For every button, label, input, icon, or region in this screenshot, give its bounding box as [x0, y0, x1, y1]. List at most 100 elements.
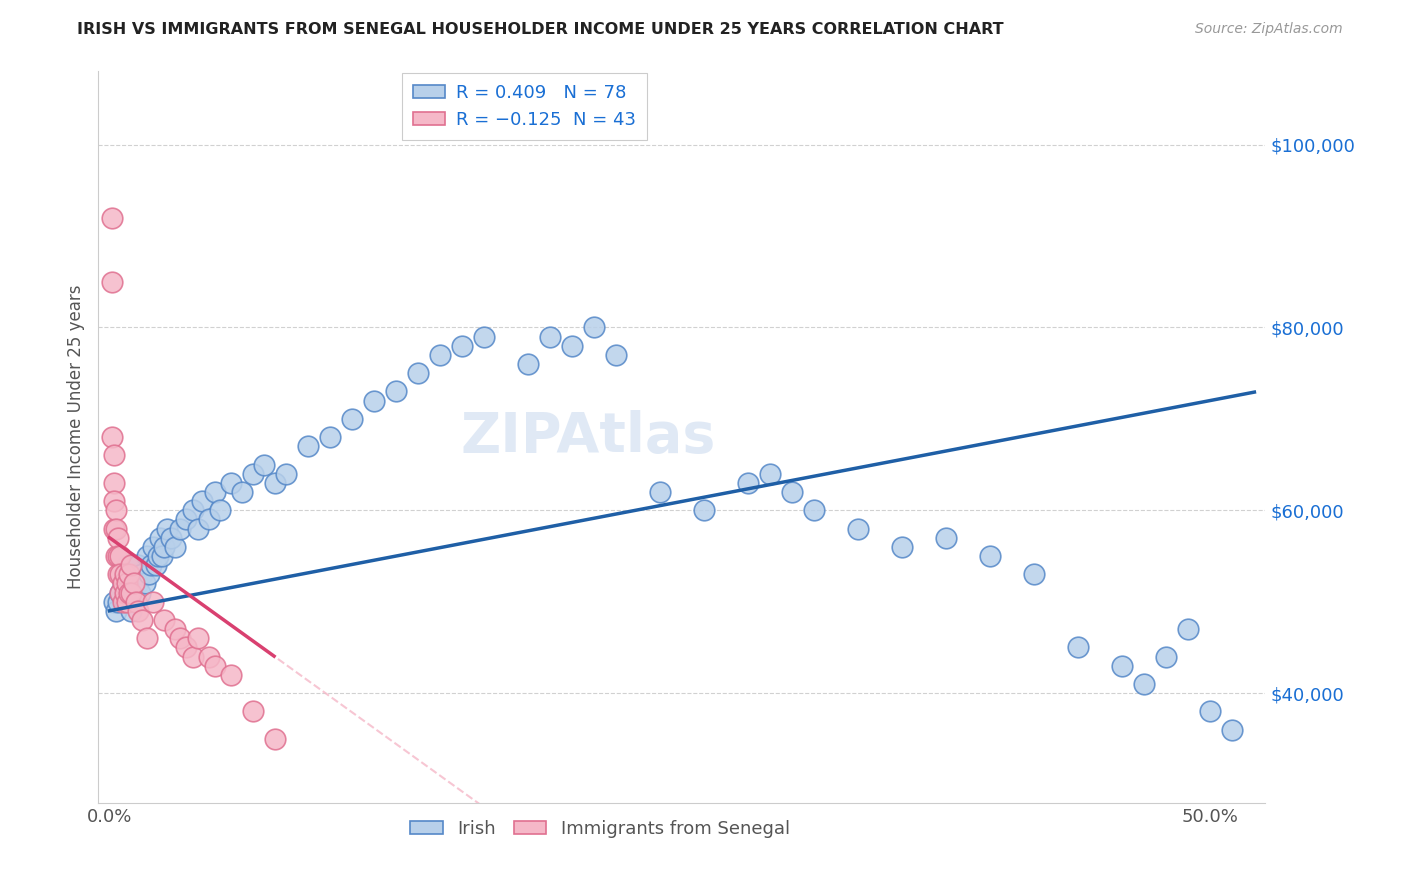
- Point: [127, 558, 149, 573]
- Point: [759, 467, 782, 481]
- Point: [297, 439, 319, 453]
- Point: [110, 585, 132, 599]
- Point: [181, 503, 204, 517]
- Point: [110, 585, 132, 599]
- Point: [1177, 622, 1199, 636]
- Point: [191, 494, 214, 508]
- Point: [242, 704, 264, 718]
- Point: [107, 594, 129, 608]
- Point: [135, 549, 157, 563]
- Point: [803, 503, 825, 517]
- Point: [197, 512, 219, 526]
- Point: [263, 475, 285, 490]
- Point: [141, 558, 163, 573]
- Point: [165, 540, 187, 554]
- Point: [103, 448, 125, 462]
- Point: [169, 521, 191, 535]
- Point: [406, 366, 429, 380]
- Point: [149, 531, 172, 545]
- Point: [131, 613, 153, 627]
- Point: [208, 503, 231, 517]
- Text: ZIPAtlas: ZIPAtlas: [461, 410, 716, 464]
- Point: [176, 512, 198, 526]
- Point: [472, 329, 495, 343]
- Point: [110, 549, 132, 563]
- Point: [118, 585, 141, 599]
- Point: [111, 576, 134, 591]
- Point: [363, 393, 385, 408]
- Point: [181, 649, 204, 664]
- Point: [153, 613, 176, 627]
- Point: [107, 567, 129, 582]
- Point: [516, 357, 538, 371]
- Point: [429, 348, 451, 362]
- Point: [135, 631, 157, 645]
- Point: [127, 604, 149, 618]
- Point: [120, 576, 142, 591]
- Y-axis label: Householder Income Under 25 years: Householder Income Under 25 years: [66, 285, 84, 590]
- Point: [131, 567, 153, 582]
- Text: Source: ZipAtlas.com: Source: ZipAtlas.com: [1195, 22, 1343, 37]
- Point: [122, 576, 145, 591]
- Point: [219, 667, 242, 681]
- Point: [118, 567, 141, 582]
- Point: [146, 549, 169, 563]
- Point: [134, 576, 156, 591]
- Point: [105, 549, 128, 563]
- Point: [107, 549, 129, 563]
- Point: [648, 484, 671, 499]
- Point: [1111, 658, 1133, 673]
- Point: [110, 567, 132, 582]
- Point: [100, 211, 122, 225]
- Point: [156, 521, 179, 535]
- Point: [1024, 567, 1046, 582]
- Point: [252, 458, 274, 472]
- Point: [114, 585, 136, 599]
- Point: [125, 594, 148, 608]
- Point: [582, 320, 605, 334]
- Point: [846, 521, 869, 535]
- Point: [142, 594, 165, 608]
- Point: [204, 484, 226, 499]
- Point: [891, 540, 914, 554]
- Point: [105, 604, 128, 618]
- Point: [107, 531, 129, 545]
- Point: [122, 585, 145, 599]
- Point: [693, 503, 716, 517]
- Point: [318, 430, 340, 444]
- Point: [197, 649, 219, 664]
- Point: [142, 540, 165, 554]
- Point: [129, 585, 152, 599]
- Point: [384, 384, 406, 399]
- Point: [160, 531, 183, 545]
- Point: [103, 494, 125, 508]
- Point: [114, 567, 136, 582]
- Point: [605, 348, 627, 362]
- Point: [125, 567, 148, 582]
- Point: [263, 731, 285, 746]
- Point: [1156, 649, 1178, 664]
- Point: [120, 604, 142, 618]
- Point: [340, 411, 363, 425]
- Point: [100, 430, 122, 444]
- Point: [153, 540, 176, 554]
- Point: [231, 484, 253, 499]
- Point: [780, 484, 803, 499]
- Point: [111, 594, 134, 608]
- Point: [105, 503, 128, 517]
- Point: [242, 467, 264, 481]
- Point: [561, 338, 583, 352]
- Point: [169, 631, 191, 645]
- Point: [979, 549, 1001, 563]
- Point: [1199, 704, 1222, 718]
- Point: [186, 521, 208, 535]
- Point: [103, 594, 125, 608]
- Point: [186, 631, 208, 645]
- Point: [115, 594, 138, 608]
- Point: [127, 576, 149, 591]
- Point: [115, 558, 138, 573]
- Point: [1222, 723, 1244, 737]
- Point: [204, 658, 226, 673]
- Point: [118, 594, 141, 608]
- Point: [115, 576, 138, 591]
